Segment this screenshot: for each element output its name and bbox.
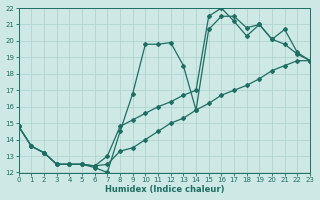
X-axis label: Humidex (Indice chaleur): Humidex (Indice chaleur) (105, 185, 224, 194)
